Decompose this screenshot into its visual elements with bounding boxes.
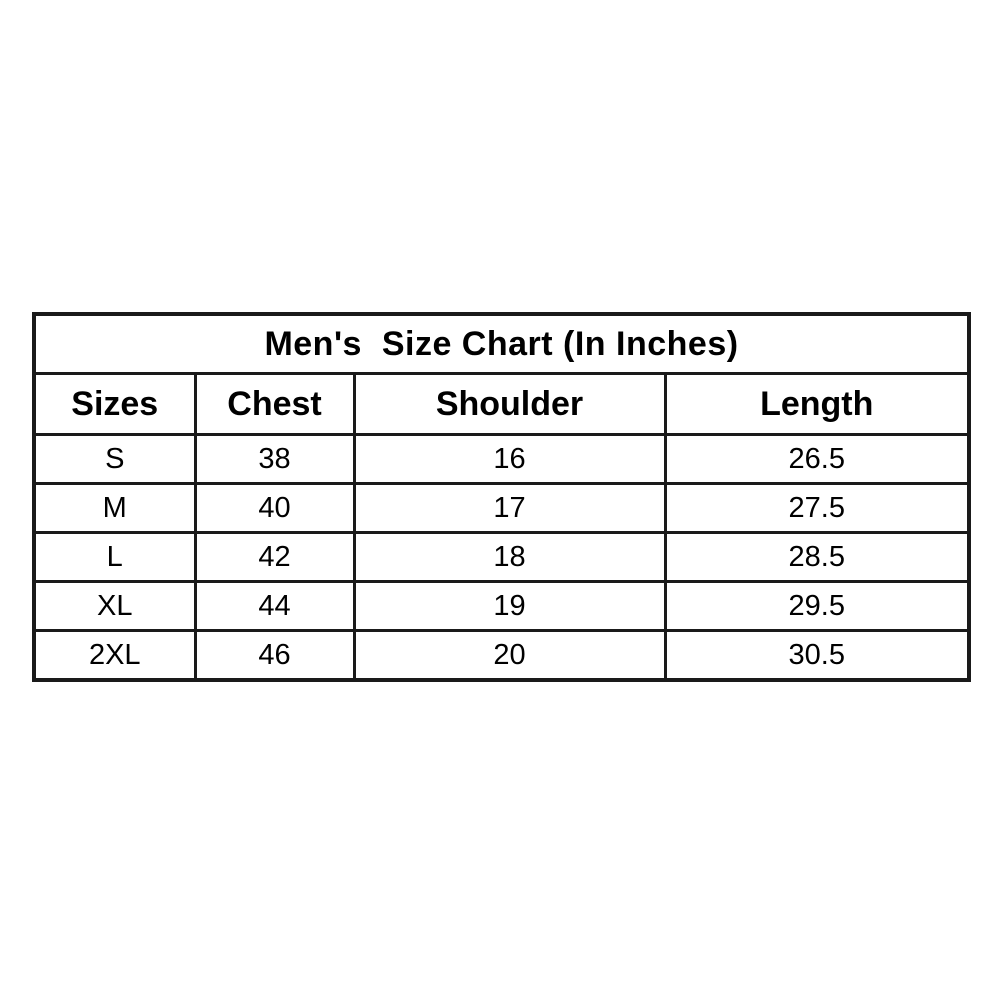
shoulder-cell: 20 <box>352 629 667 682</box>
table-row-m: M 40 17 27.5 <box>32 482 971 534</box>
size-cell: M <box>32 482 197 534</box>
table-row-2xl: 2XL 46 20 30.5 <box>32 629 971 682</box>
shoulder-cell: 19 <box>352 580 667 632</box>
size-cell: 2XL <box>32 629 197 682</box>
chest-cell: 38 <box>193 433 356 485</box>
length-cell: 26.5 <box>663 433 971 485</box>
table-row-xl: XL 44 19 29.5 <box>32 580 971 632</box>
column-header-length: Length <box>663 372 971 436</box>
size-cell: XL <box>32 580 197 632</box>
chest-cell: 42 <box>193 531 356 583</box>
shoulder-cell: 18 <box>352 531 667 583</box>
size-cell: S <box>32 433 197 485</box>
chest-cell: 46 <box>193 629 356 682</box>
column-header-sizes: Sizes <box>32 372 197 436</box>
column-header-shoulder: Shoulder <box>352 372 667 436</box>
table-row-l: L 42 18 28.5 <box>32 531 971 583</box>
chest-cell: 44 <box>193 580 356 632</box>
column-header-chest: Chest <box>193 372 356 436</box>
length-cell: 29.5 <box>663 580 971 632</box>
length-cell: 28.5 <box>663 531 971 583</box>
length-cell: 27.5 <box>663 482 971 534</box>
table-row-s: S 38 16 26.5 <box>32 433 971 485</box>
chart-title: Men's Size Chart (In Inches) <box>32 312 971 375</box>
length-cell: 30.5 <box>663 629 971 682</box>
size-cell: L <box>32 531 197 583</box>
table-header-row: Sizes Chest Shoulder Length <box>32 372 971 436</box>
shoulder-cell: 17 <box>352 482 667 534</box>
shoulder-cell: 16 <box>352 433 667 485</box>
chest-cell: 40 <box>193 482 356 534</box>
table-title-row: Men's Size Chart (In Inches) <box>32 312 971 375</box>
size-chart-table: Men's Size Chart (In Inches) Sizes Chest… <box>32 312 971 682</box>
